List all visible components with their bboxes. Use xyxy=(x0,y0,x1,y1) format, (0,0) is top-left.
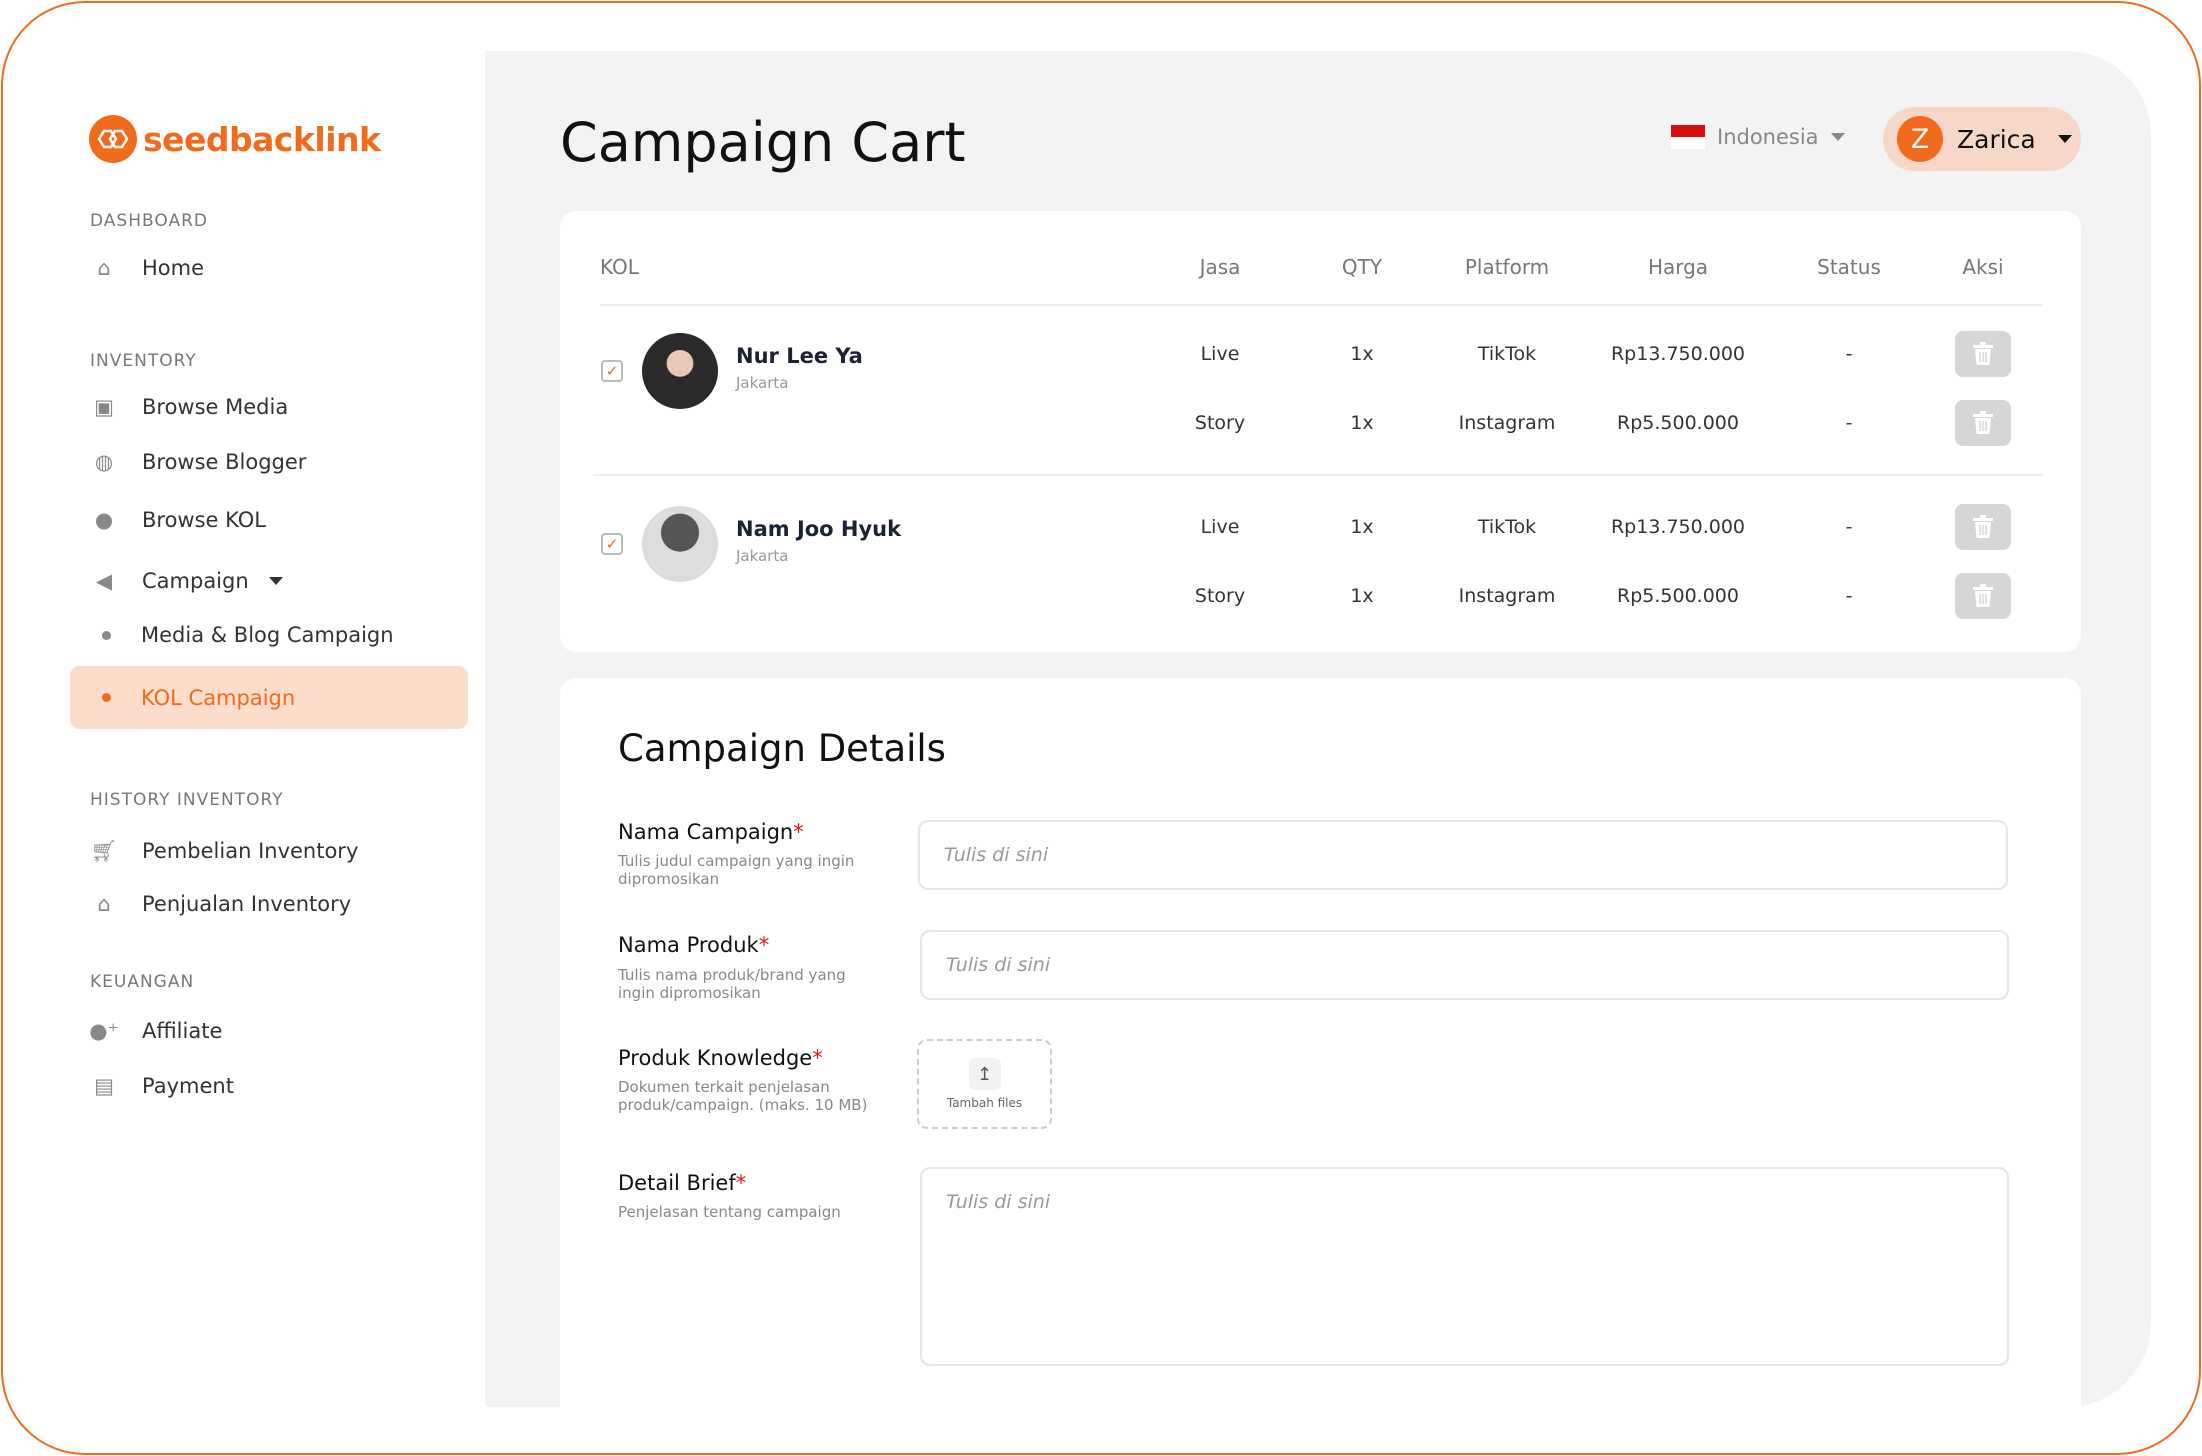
trash-icon xyxy=(1973,515,1993,538)
section-inventory: INVENTORY xyxy=(90,351,197,371)
divider xyxy=(593,474,2043,476)
bullet-icon xyxy=(102,693,111,702)
chevron-down-icon xyxy=(1830,133,1845,141)
cart-table xyxy=(560,211,2081,652)
nama-produk-help: Tulis nama produk/brand yang ingin dipro… xyxy=(618,966,846,1002)
col-jasa: Jasa xyxy=(1199,255,1241,279)
avatar: Z xyxy=(1897,116,1943,162)
sidebar-item-browse-kol[interactable]: ● Browse KOL xyxy=(90,502,266,538)
user-icon: ● xyxy=(94,508,114,532)
kol-city: Jakarta xyxy=(736,374,789,392)
megaphone-icon: ◀ xyxy=(95,569,113,593)
cell-qty: 1x xyxy=(1350,585,1374,607)
chevron-down-icon xyxy=(2057,135,2072,143)
kol-avatar xyxy=(642,506,718,582)
payment-icon: ▤ xyxy=(94,1074,114,1098)
nama-produk-label: Nama Produk* xyxy=(618,933,770,957)
kol-name[interactable]: Nam Joo Hyuk xyxy=(736,517,902,541)
cell-harga: Rp13.750.000 xyxy=(1610,516,1746,538)
cell-status: - xyxy=(1845,343,1853,365)
row-checkbox[interactable]: ✓ xyxy=(601,533,623,555)
cell-qty: 1x xyxy=(1350,412,1374,434)
sidebar-item-kol-campaign[interactable]: KOL Campaign xyxy=(70,666,468,729)
cell-harga: Rp13.750.000 xyxy=(1610,343,1746,365)
logo-icon xyxy=(89,115,137,163)
sidebar-item-browse-media[interactable]: ▣ Browse Media xyxy=(90,389,288,425)
col-qty: QTY xyxy=(1341,255,1383,279)
kol-city: Jakarta xyxy=(736,547,789,565)
user-plus-icon: ●⁺ xyxy=(89,1019,119,1043)
cell-jasa: Live xyxy=(1200,343,1240,365)
cell-status: - xyxy=(1845,516,1853,538)
nama-campaign-help: Tulis judul campaign yang ingin dipromos… xyxy=(618,852,855,888)
trash-icon xyxy=(1973,342,1993,365)
delete-button[interactable] xyxy=(1955,400,2011,446)
delete-button[interactable] xyxy=(1955,331,2011,377)
detail-brief-label: Detail Brief* xyxy=(618,1171,747,1195)
sidebar-item-campaign[interactable]: ◀ Campaign xyxy=(90,563,283,599)
cell-status: - xyxy=(1845,585,1853,607)
produk-knowledge-help: Dokumen terkait penjelasan produk/campai… xyxy=(618,1078,868,1114)
language-selector[interactable]: Indonesia xyxy=(1671,125,1845,149)
sidebar-item-browse-blogger[interactable]: ◍ Browse Blogger xyxy=(90,444,307,480)
user-menu[interactable]: Z Zarica xyxy=(1883,107,2081,171)
cell-qty: 1x xyxy=(1350,343,1374,365)
cell-qty: 1x xyxy=(1350,516,1374,538)
store-icon: ⌂ xyxy=(97,892,111,916)
nama-produk-input[interactable]: Tulis di sini xyxy=(920,930,2009,1000)
sidebar-item-payment[interactable]: ▤ Payment xyxy=(90,1068,234,1104)
logo[interactable]: seedbacklink xyxy=(89,115,381,163)
indonesia-flag-icon xyxy=(1671,125,1705,149)
sidebar-item-affiliate[interactable]: ●⁺ Affiliate xyxy=(89,1019,223,1043)
sidebar-item-media-blog-campaign[interactable]: Media & Blog Campaign xyxy=(90,617,394,653)
detail-brief-help: Penjelasan tentang campaign xyxy=(618,1203,841,1221)
col-platform: Platform xyxy=(1464,255,1550,279)
home-icon: ⌂ xyxy=(97,256,111,280)
cell-harga: Rp5.500.000 xyxy=(1617,585,1739,607)
kol-name[interactable]: Nur Lee Ya xyxy=(736,344,863,368)
nama-campaign-input[interactable]: Tulis di sini xyxy=(918,820,2008,890)
cell-jasa: Story xyxy=(1194,585,1246,607)
cell-jasa: Live xyxy=(1200,516,1240,538)
page-title: Campaign Cart xyxy=(560,111,966,174)
cell-platform: TikTok xyxy=(1477,343,1537,365)
cell-platform: Instagram xyxy=(1458,585,1556,607)
trash-icon xyxy=(1973,584,1993,607)
sidebar-item-pembelian-inventory[interactable]: 🛒︎ Pembelian Inventory xyxy=(90,838,359,864)
cell-platform: Instagram xyxy=(1458,412,1556,434)
col-aksi: Aksi xyxy=(1962,255,2004,279)
bullet-icon xyxy=(102,630,111,640)
col-harga: Harga xyxy=(1647,255,1709,279)
cell-platform: TikTok xyxy=(1477,516,1537,538)
col-status: Status xyxy=(1817,255,1881,279)
detail-brief-textarea[interactable]: Tulis di sini xyxy=(920,1167,2009,1366)
delete-button[interactable] xyxy=(1955,573,2011,619)
produk-knowledge-label: Produk Knowledge* xyxy=(618,1046,823,1070)
section-history-inventory: HISTORY INVENTORY xyxy=(90,790,284,810)
brand-name: seedbacklink xyxy=(143,119,381,159)
upload-files-button[interactable]: ↥ Tambah files xyxy=(917,1039,1052,1129)
row-checkbox[interactable]: ✓ xyxy=(601,360,623,382)
kol-avatar xyxy=(642,333,718,409)
trash-icon xyxy=(1973,411,1993,434)
divider xyxy=(600,304,2043,306)
cell-jasa: Story xyxy=(1194,412,1246,434)
globe-icon: ◍ xyxy=(94,450,114,474)
delete-button[interactable] xyxy=(1955,504,2011,550)
sidebar-item-penjualan-inventory[interactable]: ⌂ Penjualan Inventory xyxy=(90,886,351,922)
cell-harga: Rp5.500.000 xyxy=(1617,412,1739,434)
chevron-down-icon xyxy=(268,577,283,585)
campaign-details-card xyxy=(560,678,2081,1453)
section-keuangan: KEUANGAN xyxy=(90,972,195,992)
monitor-icon: ▣ xyxy=(94,395,114,419)
section-title: Campaign Details xyxy=(618,727,946,770)
section-dashboard: DASHBOARD xyxy=(90,211,208,231)
sidebar-item-home[interactable]: ⌂ Home xyxy=(90,250,204,286)
col-kol: KOL xyxy=(600,255,639,279)
cell-status: - xyxy=(1845,412,1853,434)
upload-icon: ↥ xyxy=(968,1058,1001,1090)
nama-campaign-label: Nama Campaign* xyxy=(618,820,804,844)
cart-icon: 🛒︎ xyxy=(90,838,118,863)
